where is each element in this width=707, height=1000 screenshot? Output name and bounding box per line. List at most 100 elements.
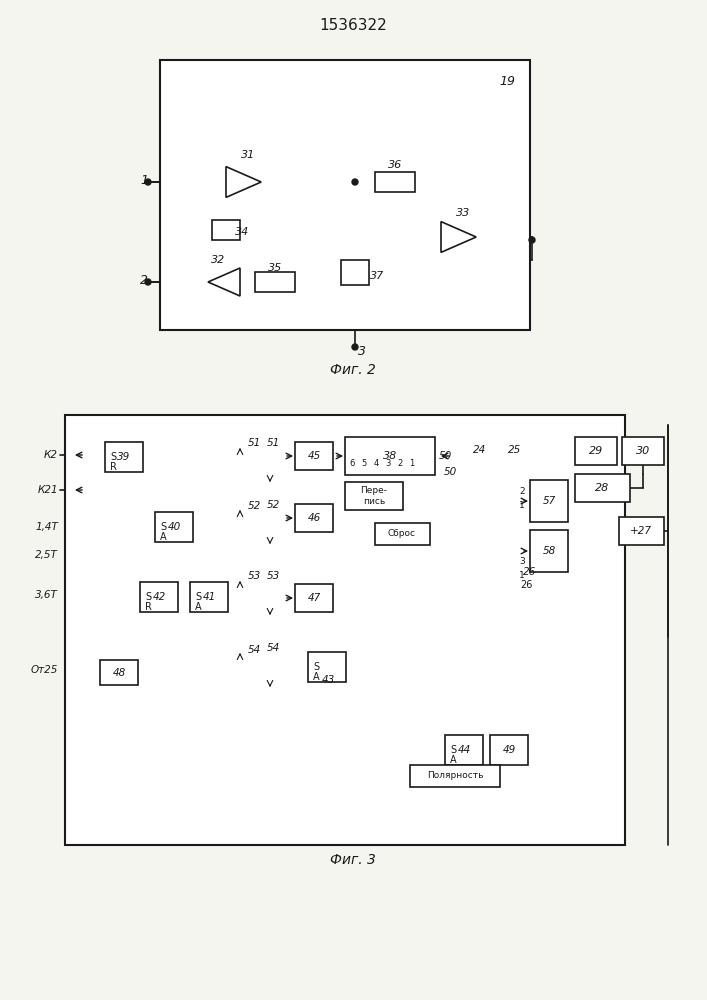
Text: 41: 41 [202, 592, 216, 602]
Text: 39: 39 [117, 452, 131, 462]
Bar [295, 584, 333, 612]
Text: 47: 47 [308, 593, 321, 603]
Circle shape [529, 237, 535, 243]
Text: 2: 2 [520, 488, 525, 496]
Text: 34: 34 [235, 227, 249, 237]
Text: 37: 37 [370, 271, 384, 281]
Text: 5: 5 [361, 460, 367, 468]
Text: 3: 3 [385, 460, 391, 468]
Text: 2: 2 [397, 460, 402, 468]
Text: 3: 3 [519, 558, 525, 566]
Bar [410, 765, 500, 787]
Bar [345, 482, 403, 510]
Text: 49: 49 [503, 745, 515, 755]
Text: 53: 53 [267, 571, 280, 581]
Circle shape [145, 279, 151, 285]
Bar [619, 517, 664, 545]
Text: 1,4Т: 1,4Т [35, 522, 58, 532]
Text: S: S [160, 522, 166, 532]
Text: 46: 46 [308, 513, 321, 523]
Text: R: R [110, 462, 117, 472]
Text: R: R [144, 602, 151, 612]
Bar [65, 415, 625, 845]
Polygon shape [208, 268, 240, 296]
Text: 29: 29 [589, 446, 603, 456]
Bar [100, 660, 138, 685]
Bar [530, 480, 568, 522]
Text: 33: 33 [456, 208, 470, 218]
Bar [575, 437, 617, 465]
Polygon shape [226, 167, 261, 197]
Text: 57: 57 [542, 496, 556, 506]
Text: A: A [160, 532, 166, 542]
Text: 2: 2 [140, 273, 148, 286]
Bar [295, 504, 333, 532]
Text: 51: 51 [247, 438, 261, 448]
Text: 6: 6 [349, 460, 355, 468]
Text: 1: 1 [519, 570, 525, 580]
Text: 1536322: 1536322 [319, 17, 387, 32]
Bar [160, 60, 530, 330]
Text: 19: 19 [499, 75, 515, 88]
Text: 54: 54 [267, 643, 280, 653]
Text: 53: 53 [247, 571, 261, 581]
Text: 24: 24 [474, 445, 486, 455]
Text: От25: От25 [30, 665, 58, 675]
Bar [140, 582, 178, 612]
Circle shape [352, 179, 358, 185]
Bar [341, 260, 369, 285]
Bar [375, 172, 415, 192]
Text: К2: К2 [44, 450, 58, 460]
Text: 36: 36 [388, 160, 402, 170]
Bar [345, 437, 435, 475]
Bar [530, 530, 568, 572]
Text: S: S [110, 452, 116, 462]
Text: A: A [450, 755, 456, 765]
Text: 3: 3 [358, 345, 366, 358]
Text: +27: +27 [630, 526, 652, 536]
Text: 30: 30 [636, 446, 650, 456]
Text: 35: 35 [268, 263, 282, 273]
Text: 1: 1 [519, 500, 525, 510]
Text: 26: 26 [523, 567, 537, 577]
Bar [295, 442, 333, 470]
Text: 38: 38 [383, 451, 397, 461]
Bar [445, 735, 483, 765]
Text: S: S [195, 592, 201, 602]
Text: 32: 32 [211, 255, 225, 265]
Text: 42: 42 [153, 592, 165, 602]
Text: 25: 25 [508, 445, 522, 455]
Bar [105, 442, 143, 472]
Bar [308, 652, 346, 682]
Text: 45: 45 [308, 451, 321, 461]
Text: 40: 40 [168, 522, 180, 532]
Bar [622, 437, 664, 465]
Bar [375, 523, 430, 545]
Bar [575, 474, 630, 502]
Bar [490, 735, 528, 765]
Text: 52: 52 [247, 501, 261, 511]
Text: 1: 1 [409, 460, 414, 468]
Text: Сброс: Сброс [388, 530, 416, 538]
Text: 54: 54 [247, 645, 261, 655]
Text: 28: 28 [595, 483, 609, 493]
Text: 52: 52 [267, 500, 280, 510]
Text: Пере-
пись: Пере- пись [361, 486, 387, 506]
Text: 2,5Т: 2,5Т [35, 550, 58, 560]
Text: 26: 26 [520, 580, 532, 590]
Text: 43: 43 [322, 675, 334, 685]
Text: S: S [313, 662, 319, 672]
Text: 4: 4 [373, 460, 379, 468]
Text: A: A [312, 672, 320, 682]
Text: 1: 1 [140, 174, 148, 186]
Text: 58: 58 [542, 546, 556, 556]
Polygon shape [441, 222, 477, 252]
Text: Фиг. 2: Фиг. 2 [330, 363, 376, 377]
Text: 51: 51 [267, 438, 280, 448]
Bar [190, 582, 228, 612]
Bar [212, 220, 240, 240]
Text: К21: К21 [37, 485, 58, 495]
Text: 44: 44 [457, 745, 471, 755]
Circle shape [145, 179, 151, 185]
Text: S: S [145, 592, 151, 602]
